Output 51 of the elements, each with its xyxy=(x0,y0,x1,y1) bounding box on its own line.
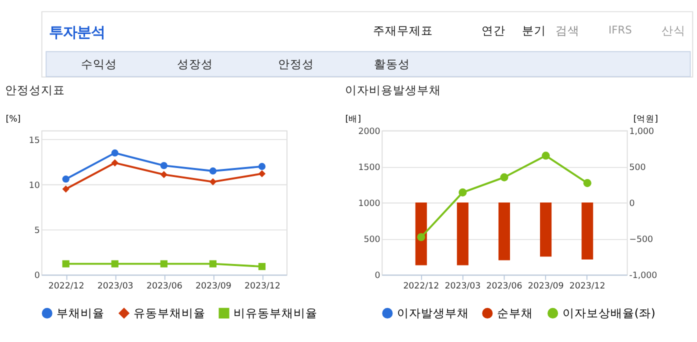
y-tick-label: 0 xyxy=(34,271,40,281)
chart-title: 이자비용발생부채 xyxy=(345,82,442,97)
y2-tick-label: -1,000 xyxy=(629,271,658,281)
text: 주재무제표 xyxy=(373,23,434,38)
x-tick-label: 2022/12 xyxy=(48,282,84,292)
y-tick-label: 1000 xyxy=(358,198,380,209)
x-tick-label: 2023/09 xyxy=(528,282,564,292)
text: 검색 xyxy=(556,23,580,38)
text: 안정성 xyxy=(278,56,314,71)
x-tick-label: 2023/12 xyxy=(244,282,280,292)
y-tick-label: 500 xyxy=(364,234,380,245)
x-tick-label: 2023/09 xyxy=(195,282,232,292)
y-tick-label: 1500 xyxy=(358,162,380,173)
y-axis-title: [%] xyxy=(6,114,21,124)
point xyxy=(458,188,467,196)
chart-title: 안정성지표 xyxy=(5,82,66,97)
x-tick-label: 2023/03 xyxy=(444,282,481,292)
y2-tick-label: 0 xyxy=(629,198,635,209)
text: 성장성 xyxy=(177,56,214,71)
legend-label: 이자보상배율(좌) xyxy=(562,306,656,320)
legend-label: 순부채 xyxy=(497,306,534,320)
y-tick-label: 0 xyxy=(374,271,380,281)
legend-label: 비유동부채비율 xyxy=(234,306,318,320)
x-tick-label: 2022/12 xyxy=(403,282,440,292)
legend-label: 부채비율 xyxy=(56,306,105,320)
y2-tick-label: 500 xyxy=(629,162,646,173)
text: 분기 xyxy=(522,23,546,38)
y2-tick-label: 1,000 xyxy=(629,126,654,137)
point xyxy=(417,233,426,242)
x-tick-label: 2023/06 xyxy=(486,282,522,292)
y-tick-label: 5 xyxy=(34,226,40,236)
text: 투자분석 xyxy=(49,25,106,42)
y-tick-label: 2000 xyxy=(358,126,380,137)
y2-axis-title: [억원] xyxy=(633,114,658,124)
text: IFRS xyxy=(608,24,632,36)
point xyxy=(500,173,508,182)
x-tick-label: 2023/12 xyxy=(569,282,606,292)
point xyxy=(583,179,592,188)
y-tick-label: 10 xyxy=(28,180,40,191)
text: 연간 xyxy=(482,23,506,38)
point xyxy=(542,152,550,160)
text: 산식 xyxy=(661,23,686,38)
legend-label: 이자발생부채 xyxy=(397,306,470,320)
y-axis-title: [배] xyxy=(345,114,361,124)
x-tick-label: 2023/03 xyxy=(97,282,134,292)
y2-tick-label: −500 xyxy=(629,234,653,245)
legend-label: 유동부채비율 xyxy=(134,306,206,320)
y-tick-label: 15 xyxy=(28,136,40,146)
text: 수익성 xyxy=(81,56,118,71)
x-tick-label: 2023/06 xyxy=(146,282,182,292)
text: 활동성 xyxy=(374,56,410,71)
